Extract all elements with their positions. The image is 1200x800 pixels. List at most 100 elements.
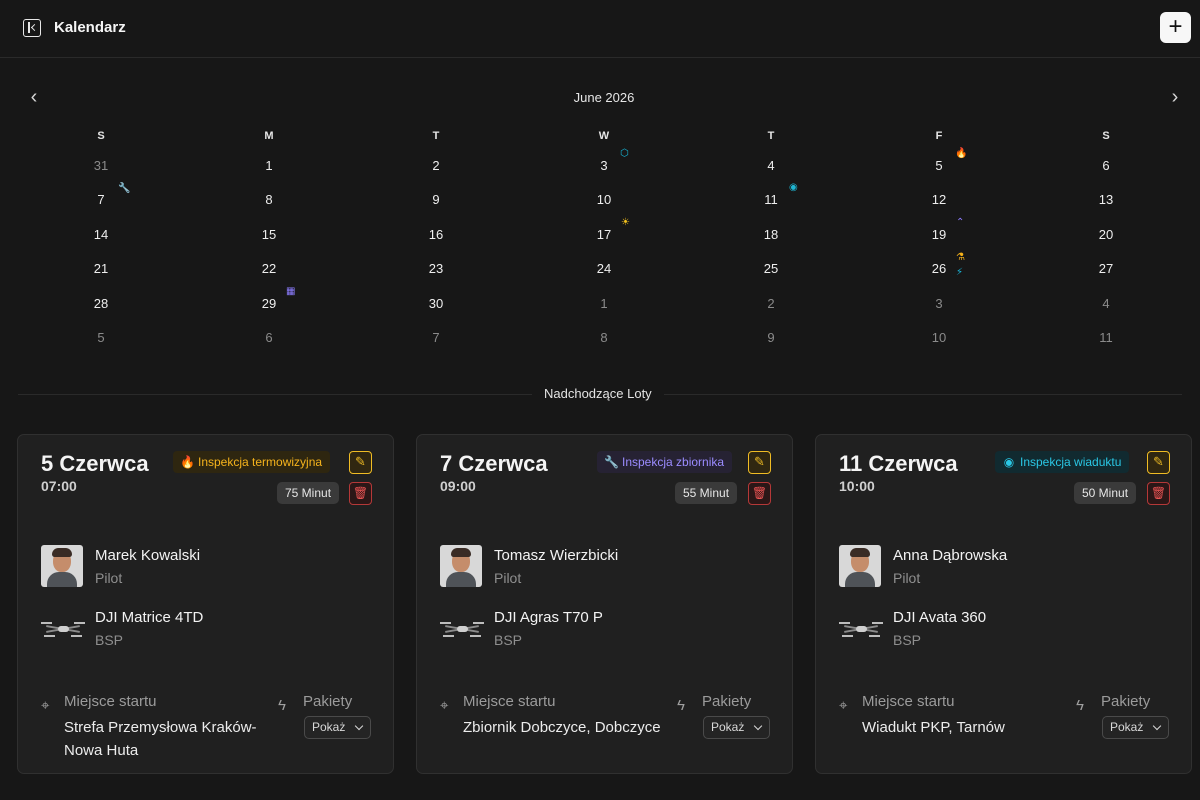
calendar-day[interactable]: 3 [935, 296, 943, 311]
calendar-day[interactable]: 8 [265, 192, 273, 207]
calendar-day[interactable]: 25 [763, 261, 779, 276]
calendar-day[interactable]: 2 [767, 296, 775, 311]
weekday-label: W [598, 130, 610, 142]
pilot-role: Pilot [893, 570, 921, 586]
calendar-day[interactable]: 17 [596, 227, 612, 242]
launch-site-value: Wiadukt PKP, Tarnów [862, 719, 1005, 736]
delete-flight-button[interactable]: 🗑 [1147, 482, 1170, 505]
calendar-day[interactable]: 23 [428, 261, 444, 276]
flight-date: 7 Czerwca [440, 451, 548, 476]
previous-month-button[interactable]: ‹ [30, 86, 38, 108]
calendar-day[interactable]: 13 [1098, 192, 1114, 207]
weekday-label: T [767, 130, 775, 142]
pilot-name: Tomasz Wierzbicki [494, 547, 619, 564]
calendar-day[interactable]: 28 [93, 296, 109, 311]
calendar-day[interactable]: 11 [764, 192, 778, 207]
pilot-name: Marek Kowalski [95, 547, 201, 564]
launch-site-label: Miejsce startu [463, 693, 556, 710]
calendar-day[interactable]: 10 [931, 330, 947, 345]
calendar-day[interactable]: 6 [265, 330, 273, 345]
flask-icon: ⚗ [956, 252, 965, 263]
calendar-day[interactable]: 18 [763, 227, 779, 242]
calendar-day[interactable]: 1 [265, 158, 273, 173]
drone-name: DJI Avata 360 [893, 609, 987, 626]
show-packages-button[interactable]: Pokaż [1102, 716, 1169, 739]
sun-icon: ☀ [621, 217, 630, 228]
inspection-type-label: Inspekcja wiaduktu [1020, 455, 1122, 469]
edit-flight-button[interactable]: ✎ [349, 451, 372, 474]
camera-icon: ◉ [789, 182, 798, 193]
calendar-day[interactable]: 16 [428, 227, 444, 242]
calendar-day[interactable]: 5 [935, 158, 943, 173]
calendar-day[interactable]: 14 [93, 227, 109, 242]
camera-icon: ◉ [1003, 455, 1015, 469]
wrench-icon: 🔧 [118, 183, 131, 194]
calendar-day[interactable]: 24 [596, 261, 612, 276]
calendar-day[interactable]: 3 [600, 158, 608, 173]
chevrons-up-icon: ⌃ [956, 217, 965, 228]
trash-icon: 🗑 [1150, 486, 1167, 500]
show-packages-label: Pokaż [1110, 720, 1144, 734]
calendar-day[interactable]: 29 [261, 296, 277, 311]
bolt-icon: ϟ [278, 697, 286, 714]
calendar-day[interactable]: 4 [1102, 296, 1110, 311]
chevron-down-icon [1152, 721, 1162, 731]
show-packages-button[interactable]: Pokaż [304, 716, 371, 739]
drone-type: BSP [95, 632, 124, 648]
calendar-day[interactable]: 6 [1102, 158, 1110, 173]
calendar-day[interactable]: 22 [261, 261, 277, 276]
calendar-day[interactable]: 2 [432, 158, 440, 173]
pilot-role: Pilot [494, 570, 522, 586]
flight-time: 10:00 [839, 478, 875, 494]
delete-flight-button[interactable]: 🗑 [349, 482, 372, 505]
calendar-day[interactable]: 27 [1098, 261, 1114, 276]
drone-icon [440, 617, 484, 641]
next-month-button[interactable]: › [1171, 86, 1179, 108]
calendar-day[interactable]: 15 [261, 227, 277, 242]
inspection-type-badge: 🔥 Inspekcja termowizyjna [173, 451, 331, 473]
edit-icon: ✎ [754, 454, 765, 469]
calendar-day[interactable]: 1 [600, 296, 608, 311]
duration-badge: 75 Minut [277, 482, 340, 504]
flight-date: 11 Czerwca [839, 451, 958, 476]
add-flight-button[interactable]: + [1160, 12, 1191, 43]
calendar-day[interactable]: 30 [428, 296, 444, 311]
flame-icon: 🔥 [180, 455, 195, 469]
flight-date: 5 Czerwca [41, 451, 149, 476]
calendar-day[interactable]: 9 [432, 192, 440, 207]
duration-badge: 55 Minut [675, 482, 738, 504]
calendar-day[interactable]: 19 [931, 227, 947, 242]
weekday-label: S [1102, 130, 1110, 142]
calendar-day[interactable]: 9 [767, 330, 775, 345]
edit-flight-button[interactable]: ✎ [748, 451, 771, 474]
sidebar-toggle-icon[interactable] [23, 19, 41, 37]
inspection-type-badge: ◉ Inspekcja wiaduktu [995, 451, 1130, 473]
calendar-day[interactable]: 8 [600, 330, 608, 345]
drone-type: BSP [893, 632, 922, 648]
show-packages-button[interactable]: Pokaż [703, 716, 770, 739]
calendar-day[interactable]: 5 [97, 330, 105, 345]
pilot-role: Pilot [95, 570, 123, 586]
drone-name: DJI Agras T70 P [494, 609, 603, 626]
calendar-day[interactable]: 21 [93, 261, 109, 276]
weekday-label: F [935, 130, 943, 142]
wrench-icon: 🔧 [604, 455, 619, 469]
calendar-day[interactable]: 7 [97, 192, 105, 207]
map-pin-icon: ⌖ [41, 697, 50, 714]
calendar-day[interactable]: 12 [931, 192, 947, 207]
top-bar: Kalendarz + [0, 0, 1200, 58]
flame-icon: 🔥 [955, 148, 968, 159]
calendar-day[interactable]: 11 [1099, 330, 1113, 345]
calendar-day[interactable]: 7 [432, 330, 440, 345]
calendar-day[interactable]: 4 [767, 158, 775, 173]
calendar-day[interactable]: 31 [93, 158, 109, 173]
edit-icon: ✎ [355, 454, 366, 469]
calendar-day[interactable]: 10 [596, 192, 612, 207]
calendar-day[interactable]: 26 [931, 261, 947, 276]
delete-flight-button[interactable]: 🗑 [748, 482, 771, 505]
flight-card: 5 Czerwca 07:00 🔥 Inspekcja termowizyjna … [17, 434, 394, 774]
map-pin-icon: ⌖ [440, 697, 449, 714]
drone-name: DJI Matrice 4TD [95, 609, 204, 626]
calendar-day[interactable]: 20 [1098, 227, 1114, 242]
edit-flight-button[interactable]: ✎ [1147, 451, 1170, 474]
